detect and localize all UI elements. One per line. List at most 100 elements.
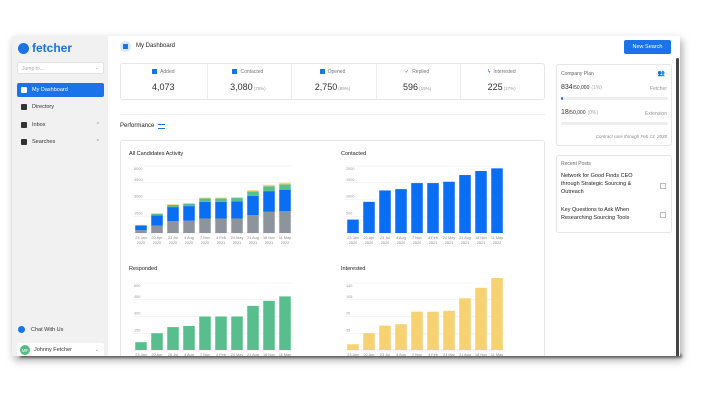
x-tick-label: 2020 (137, 241, 145, 245)
window-shadow (20, 354, 682, 358)
external-link-icon[interactable] (660, 212, 666, 218)
x-tick-label: 4 Feb (428, 353, 438, 356)
new-search-button[interactable]: New Search (624, 40, 671, 54)
bar (263, 191, 275, 212)
bar (395, 324, 407, 350)
external-link-icon[interactable] (660, 183, 666, 189)
bar (135, 225, 147, 231)
y-tick-label: 35 (346, 328, 350, 332)
company-plan-card: Company Plan 👥 834/50,000 (1%) Fetcher 1… (556, 64, 672, 146)
envelope-icon (232, 69, 238, 74)
dashboard-icon (21, 87, 27, 93)
x-tick-label: 11 May (279, 353, 291, 356)
stat-opened: Opened 2,750(89%) (290, 64, 375, 99)
chevron-up-icon[interactable]: ^ (96, 122, 99, 128)
x-tick-label: 2020 (365, 241, 373, 245)
x-tick-label: 2021 (461, 241, 469, 245)
x-tick-label: 23 Jul (168, 236, 178, 240)
y-tick-label: 3000 (134, 195, 142, 199)
bar (427, 183, 439, 233)
bar (263, 186, 275, 192)
y-tick-label: 70 (346, 312, 350, 316)
x-tick-label: 20 Apr (364, 236, 376, 240)
x-tick-label: 26 Jul (168, 353, 178, 356)
chat-with-us[interactable]: Chat With Us (18, 326, 63, 333)
chart-title: All Candidates Activity (129, 151, 184, 157)
sidebar-item-searches[interactable]: Searches ^ (17, 135, 104, 149)
x-tick-label: 20 Apr (152, 353, 164, 356)
chat-icon (18, 326, 25, 333)
usage-total: /50,000 (572, 85, 590, 91)
logo[interactable]: fetcher (18, 41, 72, 55)
x-tick-label: 4 Feb (428, 236, 438, 240)
jump-to-input[interactable]: Jump to... ⌄ (17, 62, 104, 74)
chart-title: Interested (341, 266, 366, 272)
usage-label: Extension (645, 111, 667, 117)
bar (247, 305, 259, 350)
sidebar-item-label: Searches (32, 139, 56, 145)
bar (379, 325, 391, 350)
bar (215, 316, 227, 350)
bar (215, 201, 227, 219)
usage-pct: (0%) (587, 110, 598, 116)
y-tick-label: 1500 (134, 211, 142, 215)
stat-pct: (19%) (419, 85, 432, 91)
bar (167, 221, 179, 233)
app-window: fetcher Jump to... ⌄ My Dashboard Directo… (12, 36, 680, 356)
scrollbar[interactable] (676, 58, 679, 356)
stat-value: 3,080 (230, 81, 253, 92)
x-tick-label: 24 May (231, 236, 244, 240)
x-tick-label: 4 Aug (184, 236, 194, 240)
y-tick-label: 105 (346, 295, 352, 299)
x-tick-label: 21 Aug (247, 236, 259, 240)
x-tick-label: 23 Jul (380, 353, 390, 356)
bar (427, 311, 439, 350)
bar (247, 190, 259, 192)
progress-fill (561, 97, 563, 100)
inbox-icon (21, 122, 27, 128)
sidebar-item-my-dashboard[interactable]: My Dashboard (17, 83, 104, 97)
bar (167, 327, 179, 350)
chevron-up-icon[interactable]: ^ (96, 139, 99, 145)
chat-label: Chat With Us (31, 326, 64, 333)
bar (215, 197, 227, 199)
bar (231, 201, 243, 219)
check-icon: ✓ (404, 68, 410, 75)
stat-label: Added (160, 68, 175, 75)
bar (443, 310, 455, 350)
x-tick-label: 2021 (477, 241, 485, 245)
bolt-icon: ϟ (487, 68, 491, 75)
sidebar-item-inbox[interactable]: Inbox ^ (17, 118, 104, 132)
bar (151, 213, 163, 216)
x-tick-label: 18 Nov (263, 236, 275, 240)
x-tick-label: 18 Nov (263, 353, 275, 356)
stat-added: Added 4,073 (121, 64, 206, 99)
bar (247, 215, 259, 233)
x-tick-label: 24 May (231, 353, 244, 356)
bar (443, 181, 455, 233)
bar (151, 225, 163, 233)
x-tick-label: 23 Jan (135, 353, 146, 356)
bar (167, 207, 179, 222)
user-menu[interactable]: MF Johnny Fetcher ⌄ (17, 343, 104, 356)
stat-pct: (37%) (503, 85, 516, 91)
bar (183, 325, 195, 350)
jump-placeholder: Jump to... (22, 66, 44, 72)
sidebar-item-label: My Dashboard (32, 87, 68, 93)
post-link[interactable]: Network for Good Finds CEO through Strat… (561, 173, 633, 195)
filter-icon[interactable] (158, 123, 166, 129)
person-icon (21, 104, 27, 110)
funnel-stats: Added 4,073 Contacted 3,080(75%) Opened 2,7… (120, 63, 545, 100)
stat-interested: ϟ Interested 225(37%) (459, 64, 544, 99)
fetcher-progress (561, 97, 668, 100)
performance-heading: Performance (120, 123, 166, 129)
x-tick-label: 2020 (153, 241, 161, 245)
recent-posts-card: Recent Posts Network for Good Finds CEO … (556, 155, 672, 233)
sidebar-item-directory[interactable]: Directory (17, 100, 104, 114)
x-tick-label: 21 Aug (459, 236, 471, 240)
post-link[interactable]: Key Questions to Ask When Researching So… (561, 207, 630, 221)
bar (279, 211, 291, 233)
x-tick-label: 4 Feb (216, 353, 226, 356)
